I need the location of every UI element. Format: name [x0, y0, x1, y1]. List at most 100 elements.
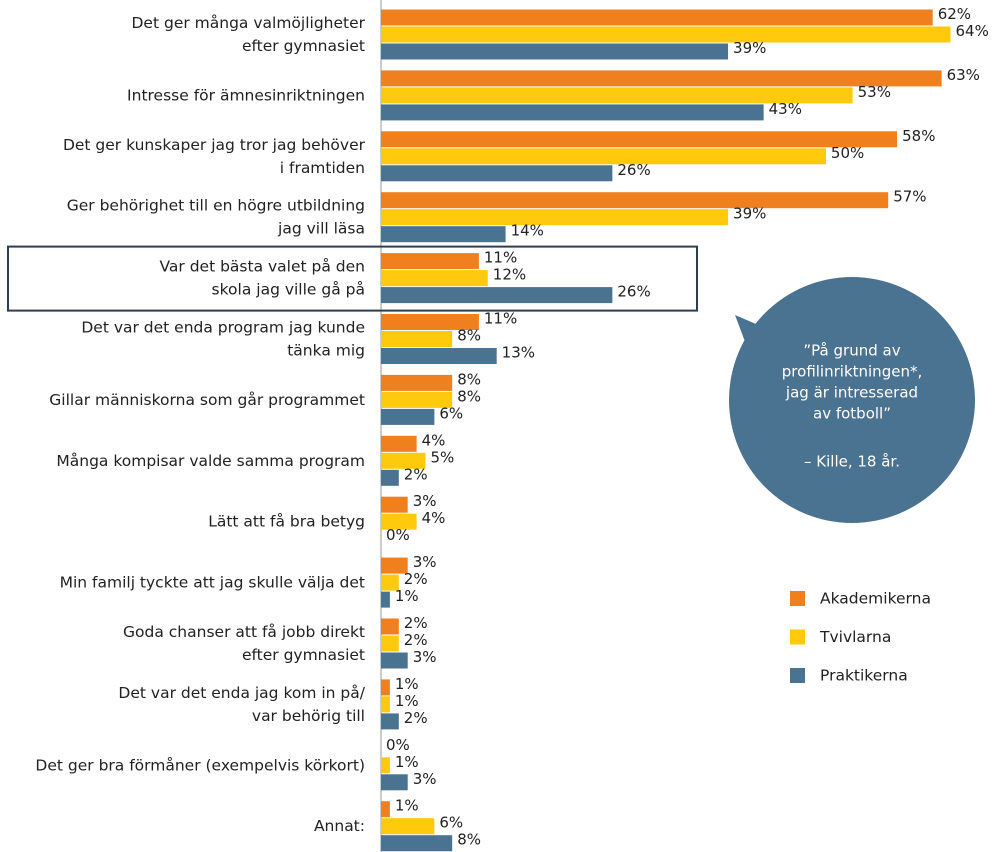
value-label: 1% — [395, 797, 419, 815]
callout-text: av fotboll” — [813, 405, 891, 423]
value-label: 1% — [395, 692, 419, 710]
value-label: 8% — [457, 387, 481, 405]
category-label: i framtiden — [280, 159, 365, 177]
bar — [381, 435, 417, 452]
category-label: efter gymnasiet — [242, 37, 365, 55]
bar — [381, 557, 408, 574]
value-label: 14% — [511, 222, 544, 240]
value-label: 50% — [831, 144, 864, 162]
value-label: 4% — [422, 509, 446, 527]
value-label: 39% — [733, 39, 766, 57]
value-label: 62% — [938, 5, 971, 23]
value-label: 8% — [457, 831, 481, 849]
category-label: var behörig till — [252, 707, 365, 725]
category-label: Ger behörighet till en högre utbildning — [67, 197, 365, 215]
bar — [381, 774, 408, 791]
bar — [381, 270, 488, 287]
value-label: 4% — [422, 431, 446, 449]
bar — [381, 104, 764, 121]
legend-swatch — [790, 591, 805, 606]
bar — [381, 287, 613, 304]
bar — [381, 618, 399, 635]
value-label: 39% — [733, 205, 766, 223]
category-label: Det ger kunskaper jag tror jag behöver — [63, 136, 366, 154]
bar — [381, 835, 453, 852]
value-label: 8% — [457, 327, 481, 345]
bar — [381, 209, 729, 226]
bar — [381, 679, 390, 696]
bar — [381, 818, 435, 835]
value-label: 26% — [617, 161, 650, 179]
category-label: Det ger bra förmåner (exempelvis körkort… — [35, 756, 365, 774]
value-label: 1% — [395, 675, 419, 693]
value-label: 2% — [404, 570, 428, 588]
category-label: jag vill läsa — [277, 220, 365, 238]
category-label: Det var det enda jag kom in på/ — [118, 684, 365, 702]
category-label: Goda chanser att få jobb direkt — [123, 623, 365, 641]
bar — [381, 226, 506, 243]
bar — [381, 165, 613, 182]
value-label: 12% — [493, 266, 526, 284]
bar — [381, 331, 453, 347]
value-label: 1% — [395, 753, 419, 771]
category-label: Var det bästa valet på den — [160, 258, 365, 276]
legend-swatch — [790, 668, 805, 683]
category-label: skola jag ville gå på — [212, 281, 365, 299]
bar — [381, 696, 390, 713]
callout-text: jag är intresserad — [785, 384, 918, 402]
value-label: 0% — [386, 736, 410, 754]
legend-label: Tvivlarna — [819, 628, 891, 646]
category-label: efter gymnasiet — [242, 646, 365, 664]
category-label: Intresse för ämnesinriktningen — [127, 86, 365, 104]
value-label: 8% — [457, 370, 481, 388]
bar — [381, 374, 453, 391]
bar — [381, 9, 933, 26]
bar — [381, 391, 453, 408]
value-label: 26% — [617, 283, 650, 301]
callout-bubble — [729, 277, 975, 523]
value-label: 63% — [947, 66, 980, 84]
bar — [381, 591, 390, 608]
bar — [381, 348, 497, 364]
value-label: 2% — [404, 614, 428, 632]
value-label: 64% — [956, 22, 989, 40]
value-label: 53% — [858, 83, 891, 101]
legend-label: Praktikerna — [820, 667, 908, 685]
callout-attribution: – Kille, 18 år. — [804, 453, 900, 471]
bar — [381, 574, 399, 591]
bar — [381, 192, 889, 209]
category-label: Lätt att få bra betyg — [208, 513, 365, 531]
bar — [381, 496, 408, 513]
legend-swatch — [790, 629, 805, 645]
bar — [381, 131, 898, 148]
value-label: 1% — [395, 587, 419, 605]
category-label: Det var det enda program jag kunde — [81, 319, 365, 337]
value-label: 3% — [413, 770, 437, 788]
value-label: 2% — [404, 709, 428, 727]
bar — [381, 408, 435, 425]
bar — [381, 253, 479, 270]
bar — [381, 314, 479, 330]
value-label: 43% — [769, 100, 802, 118]
category-label: Många kompisar valde samma program — [56, 452, 365, 470]
value-label: 3% — [413, 648, 437, 666]
category-label: Min familj tyckte att jag skulle välja d… — [60, 574, 365, 592]
value-label: 5% — [430, 448, 454, 466]
value-label: 11% — [484, 310, 517, 328]
bar — [381, 469, 399, 486]
value-label: 11% — [484, 249, 517, 267]
value-label: 3% — [413, 553, 437, 571]
callout-text: profilinriktningen*, — [782, 363, 922, 381]
callout-text: ”På grund av — [803, 342, 900, 360]
value-label: 3% — [413, 492, 437, 510]
value-label: 2% — [404, 465, 428, 483]
value-label: 6% — [439, 814, 463, 832]
bar — [381, 43, 729, 60]
bar — [381, 635, 399, 652]
legend-label: Akademikerna — [820, 590, 931, 608]
bar — [381, 70, 942, 87]
value-label: 13% — [502, 344, 535, 362]
bar — [381, 652, 408, 669]
category-label: Det ger många valmöjligheter — [132, 14, 366, 32]
